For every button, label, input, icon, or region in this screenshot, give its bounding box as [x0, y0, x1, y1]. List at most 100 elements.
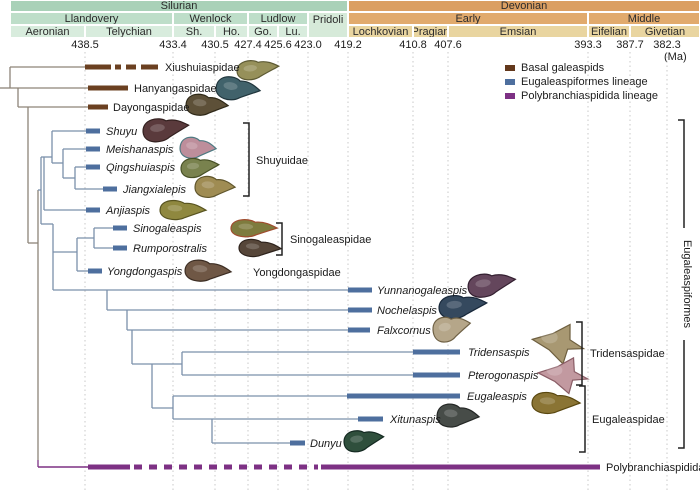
meishanaspis-fish — [179, 136, 218, 159]
taxon-label-dayongaspidae: Dayongaspidae — [113, 102, 189, 114]
fish-silhouette — [194, 175, 237, 198]
fish-silhouette — [432, 316, 472, 343]
stage-go: Go. — [248, 25, 278, 38]
fish-highlight — [201, 181, 215, 189]
stage-lu: Lu. — [278, 25, 308, 38]
taxon-label-xitunaspis: Xitunaspis — [389, 414, 441, 426]
tridensaspidae-label: Tridensaspidae — [590, 348, 665, 360]
legend-label: Eugaleaspiformes lineage — [521, 76, 648, 88]
tick-label-410-8: 410.8 — [399, 39, 427, 51]
legend-label: Basal galeaspids — [521, 62, 605, 74]
stage-telychian: Telychian — [85, 25, 173, 38]
tick-label-433-4: 433.4 — [159, 39, 187, 51]
sinogaleaspis-fish — [230, 219, 279, 238]
tick-label-419-2: 419.2 — [334, 39, 362, 51]
tick-label-423-0: 423.0 — [294, 39, 322, 51]
fish-highlight — [541, 330, 558, 344]
fish-silhouette — [436, 403, 481, 428]
stage-aeronian: Aeronian — [10, 25, 85, 38]
stage-sh: Sh. — [173, 25, 215, 38]
tick-label-425-6: 425.6 — [264, 39, 292, 51]
epoch-middle: Middle — [588, 12, 700, 25]
shuyuidae-label: Shuyuidae — [256, 155, 308, 167]
yongdongaspidae-label: Yongdongaspidae — [253, 267, 341, 279]
jiangxialepis-fish — [194, 175, 237, 198]
taxon-label-anjiaspis: Anjiaspis — [105, 205, 151, 217]
shuyuidae-bracket — [243, 122, 250, 197]
stage-pragian: Pragian — [413, 25, 448, 38]
fish-highlight — [186, 142, 198, 150]
fish-highlight — [186, 162, 200, 170]
fish-silhouette — [184, 259, 233, 282]
eugaleaspis-fish — [531, 391, 582, 415]
qingshuiaspis-fish — [180, 157, 220, 179]
taxon-label-eugaleaspis: Eugaleaspis — [467, 391, 527, 403]
taxon-label-hanyangaspidae: Hanyangaspidae — [134, 83, 217, 95]
fish-silhouette — [159, 199, 208, 221]
legend-swatch-icon — [505, 79, 515, 85]
anjiaspis-fish — [159, 199, 208, 221]
fish-highlight — [475, 279, 491, 288]
taxon-label-nochelaspis: Nochelaspis — [377, 305, 437, 317]
stage-eifelian: Eifelian — [588, 25, 630, 38]
fish-silhouette — [230, 219, 279, 238]
fish-highlight — [446, 300, 462, 309]
tridensaspis-fish — [530, 323, 586, 366]
legend-swatch-icon — [505, 65, 515, 71]
pterogonaspis-fish — [536, 356, 590, 395]
taxon-label-shuyu: Shuyu — [106, 126, 137, 138]
lineage-legend: Basal galeaspids Eugaleaspiformes lineage… — [505, 61, 658, 103]
fish-highlight — [245, 243, 260, 250]
yunnanogaleaspis-fish — [467, 273, 517, 298]
sinogaleaspidae-label: Sinogaleaspidae — [290, 234, 371, 246]
rumporostralis-fish — [238, 238, 283, 258]
hanyangaspidae-fish — [215, 76, 262, 101]
fish-silhouette — [536, 356, 590, 395]
stage-ho: Ho. — [215, 25, 248, 38]
fish-silhouette — [531, 391, 582, 415]
taxon-label-yongdongaspis: Yongdongaspis — [107, 266, 183, 278]
eugaleaspiformes-bracket-bottom — [678, 340, 685, 449]
fish-silhouette — [343, 430, 385, 453]
fish-silhouette — [215, 76, 262, 101]
fish-silhouette — [467, 273, 517, 298]
fish-silhouette — [180, 157, 220, 179]
fish-silhouette — [179, 136, 218, 159]
epoch-ludlow: Ludlow — [248, 12, 308, 25]
taxon-label-sinogaleaspis: Sinogaleaspis — [133, 223, 202, 235]
nochelaspis-fish — [438, 295, 489, 320]
tick-label-430-5: 430.5 — [201, 39, 229, 51]
taxon-label-falxcornus: Falxcornus — [377, 325, 431, 337]
fish-silhouette — [236, 60, 281, 81]
fish-highlight — [238, 223, 254, 230]
tridensaspidae-bracket — [576, 321, 583, 386]
fish-highlight — [192, 265, 208, 273]
xitunaspis-fish — [436, 403, 481, 428]
fish-highlight — [444, 409, 458, 418]
stage-lochkovian: Lochkovian — [348, 25, 413, 38]
fish-highlight — [350, 435, 363, 443]
taxon-label-yunnanogaleaspis: Yunnanogaleaspis — [377, 285, 468, 297]
sinogaleaspidae-bracket — [276, 222, 283, 256]
eugaleaspiformes-label: Eugaleaspiformes — [681, 240, 693, 329]
epoch-early: Early — [348, 12, 588, 25]
tick-label-407-6: 407.6 — [434, 39, 462, 51]
fish-highlight — [223, 82, 238, 90]
falxcornus-fish — [432, 316, 472, 343]
fish-silhouette — [238, 238, 283, 258]
period-silurian: Silurian — [10, 0, 348, 12]
xiushuiaspidae-fish — [236, 60, 281, 81]
taxon-label-xiushuiaspidae: Xiushuiaspidae — [165, 62, 240, 74]
fish-highlight — [438, 322, 451, 332]
tick-label-438-5: 438.5 — [71, 39, 99, 51]
eugaleaspidae-bracket — [579, 385, 586, 453]
fish-silhouette — [142, 118, 190, 143]
taxon-label-pterogonaspis: Pterogonaspis — [468, 370, 539, 382]
dunyu-fish — [343, 430, 385, 453]
fish-highlight — [243, 65, 257, 72]
tick-label-387-7: 387.7 — [616, 39, 644, 51]
fish-highlight — [150, 124, 165, 132]
dayongaspidae-fish — [185, 93, 230, 116]
ma-unit-label: (Ma) — [664, 51, 687, 63]
